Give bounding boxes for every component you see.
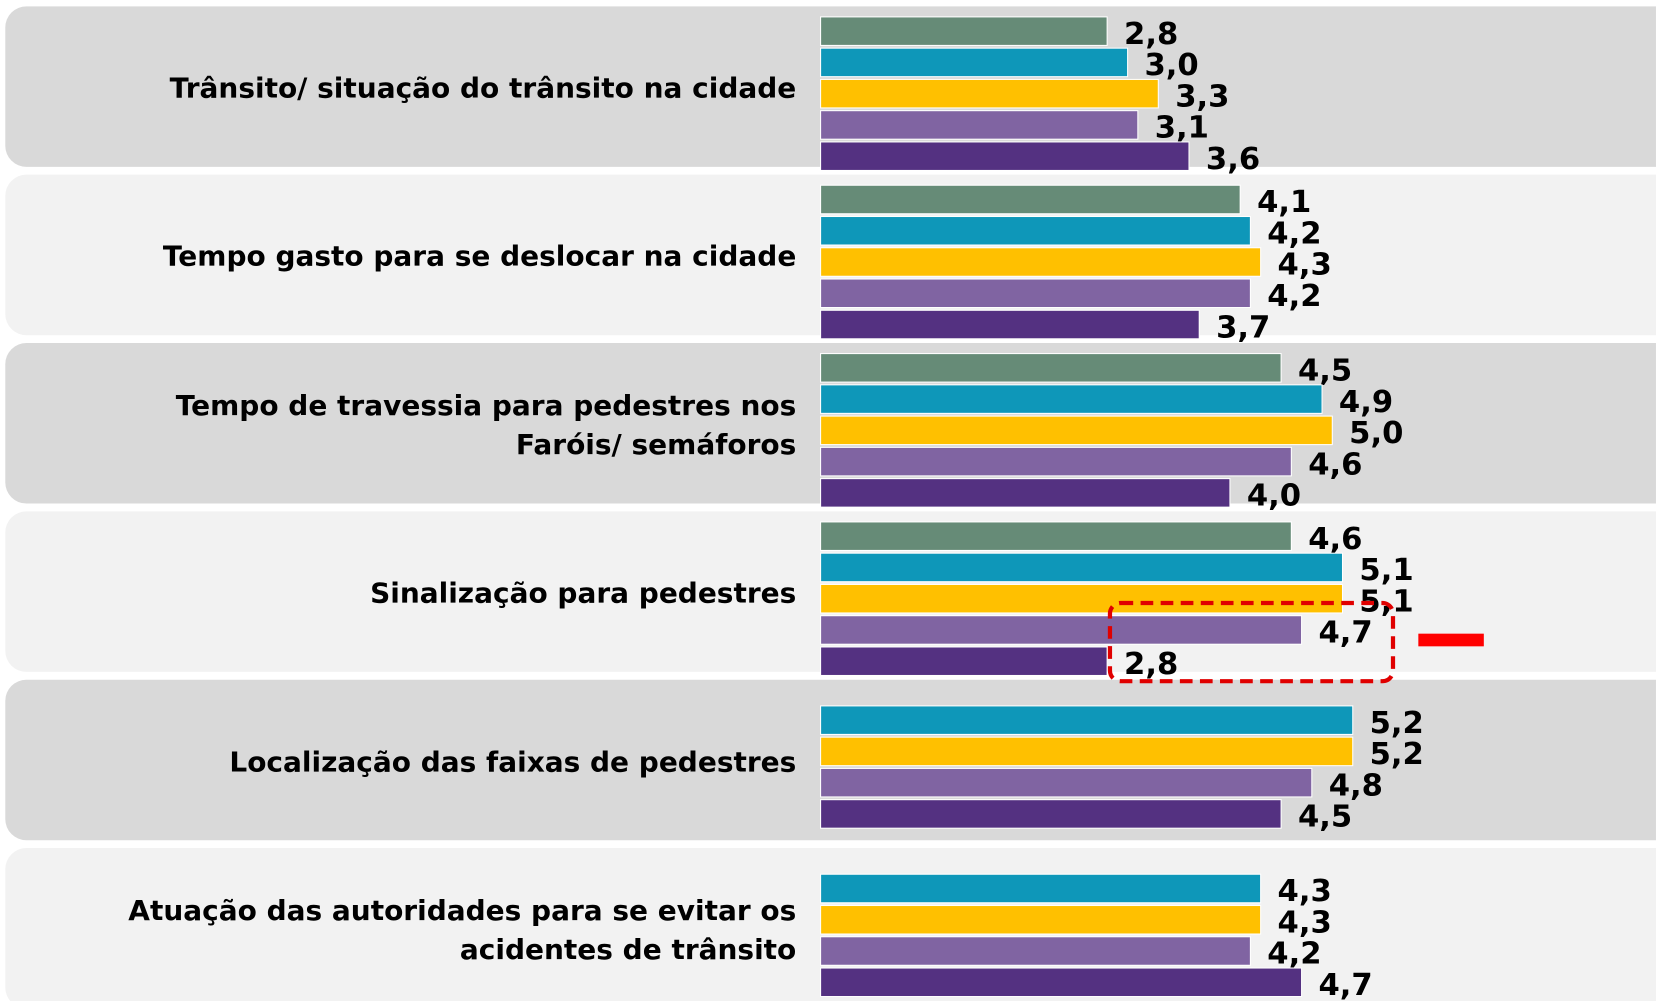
data-label: 4,9: [1339, 385, 1393, 420]
data-label: 3,0: [1144, 48, 1198, 83]
bar: [820, 552, 1344, 583]
data-label: 3,3: [1175, 79, 1229, 114]
bar: [820, 78, 1159, 109]
data-label: 4,6: [1308, 522, 1362, 557]
category-label: Trânsito/ situação do trânsito na cidade: [169, 72, 797, 106]
data-label: 4,5: [1298, 800, 1352, 835]
data-label: 4,2: [1267, 937, 1321, 972]
bar: [820, 446, 1292, 477]
bar: [820, 736, 1354, 767]
data-label: 4,7: [1318, 616, 1372, 651]
bar: [820, 110, 1139, 140]
category-label: Sinalização para pedestres: [370, 577, 797, 611]
data-label: 4,6: [1308, 447, 1362, 482]
bar: [820, 16, 1108, 46]
bar: [820, 646, 1108, 677]
bar: [820, 521, 1292, 551]
category-label: Atuação das autoridades para se evitar o…: [128, 894, 797, 967]
data-label: 4,7: [1318, 968, 1372, 1001]
data-label: 4,5: [1298, 354, 1352, 389]
data-label: 2,8: [1124, 647, 1178, 682]
bar: [820, 478, 1231, 508]
bar: [820, 799, 1282, 829]
bar: [820, 353, 1282, 383]
data-label: 5,2: [1370, 737, 1424, 772]
bar: [820, 904, 1262, 935]
bar: [820, 767, 1313, 798]
bar: [820, 583, 1344, 614]
data-label: 4,8: [1329, 768, 1383, 803]
bar: [820, 184, 1241, 215]
bar: [820, 309, 1200, 340]
data-label: 3,1: [1155, 111, 1209, 146]
data-label: 3,6: [1206, 142, 1260, 177]
bar: [820, 415, 1333, 446]
bar: [820, 215, 1251, 246]
data-label: 4,1: [1257, 185, 1311, 220]
bar: [820, 278, 1251, 309]
bar: [820, 615, 1303, 645]
data-label: 4,3: [1278, 248, 1332, 283]
bar: [820, 936, 1251, 966]
bar: [820, 47, 1129, 78]
bar: [820, 873, 1262, 904]
data-label: 4,3: [1278, 874, 1332, 909]
data-label: 4,3: [1278, 905, 1332, 940]
data-label: 3,7: [1216, 310, 1270, 345]
data-label: 5,0: [1349, 416, 1403, 451]
bar: [820, 705, 1354, 735]
marks: 2,83,03,33,13,64,14,24,34,23,74,54,95,04…: [820, 16, 1424, 1001]
data-label: 5,2: [1370, 706, 1424, 741]
data-label: 5,1: [1359, 553, 1413, 588]
data-label: 4,2: [1267, 216, 1321, 251]
highlight-box: [1107, 600, 1396, 684]
data-label: 4,2: [1267, 279, 1321, 314]
bar: [820, 384, 1323, 414]
category-label: Tempo gasto para se deslocar na cidade: [162, 240, 797, 274]
bar: [820, 967, 1303, 998]
minus-sign: [1418, 633, 1484, 647]
bar: [820, 247, 1262, 277]
data-label: 4,0: [1247, 479, 1301, 514]
category-label: Localização das faixas de pedestres: [229, 745, 797, 779]
data-label: 2,8: [1124, 17, 1178, 52]
category-label: Tempo de travessia para pedestres nos Fa…: [175, 389, 797, 462]
bar: [820, 141, 1190, 171]
